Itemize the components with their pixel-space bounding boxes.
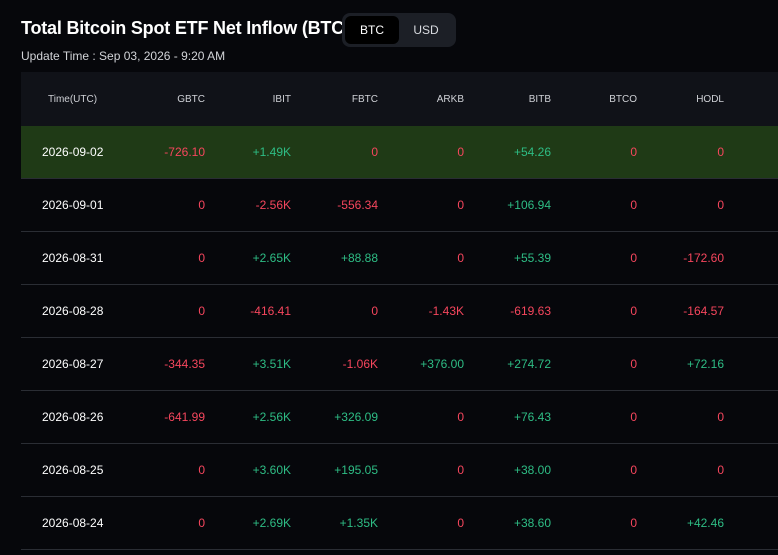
date-cell: 2026-08-24: [42, 516, 104, 530]
flow-cell-gbtc: 0: [198, 463, 205, 477]
flow-cell-gbtc: 0: [198, 198, 205, 212]
flow-cell-bitb: -619.63: [510, 304, 551, 318]
flow-cell-btco: 0: [630, 304, 637, 318]
flow-cell-hodl: 0: [717, 198, 724, 212]
table-row[interactable]: 2026-08-25 0 +3.60K +195.05 0 +38.00 0 0: [21, 444, 778, 497]
column-header-time-utc[interactable]: Time(UTC): [48, 93, 98, 105]
flow-cell-gbtc: 0: [198, 251, 205, 265]
flow-cell-ibit: +1.49K: [252, 145, 291, 159]
table-row[interactable]: 2026-08-31 0 +2.65K +88.88 0 +55.39 0 -172.60: [21, 232, 778, 285]
flow-cell-bitb: +55.39: [513, 251, 551, 265]
column-header-arkb[interactable]: ARKB: [436, 93, 464, 105]
flow-cell-gbtc: -641.99: [164, 410, 205, 424]
flow-cell-gbtc: -726.10: [164, 145, 205, 159]
flow-cell-btco: 0: [630, 145, 637, 159]
flow-cell-gbtc: -344.35: [164, 357, 205, 371]
toggle-usd[interactable]: USD: [413, 23, 439, 37]
flow-cell-arkb: -1.43K: [428, 304, 464, 318]
flow-cell-ibit: +2.56K: [252, 410, 291, 424]
flow-cell-btco: 0: [630, 463, 637, 477]
date-cell: 2026-08-26: [42, 410, 104, 424]
column-header-hodl[interactable]: HODL: [696, 93, 724, 105]
flow-cell-arkb: 0: [457, 251, 464, 265]
flow-cell-hodl: -164.57: [683, 304, 724, 318]
flow-cell-gbtc: 0: [198, 516, 205, 530]
column-header-fbtc[interactable]: FBTC: [351, 93, 378, 105]
column-header-gbtc[interactable]: GBTC: [177, 93, 205, 105]
column-header-btco[interactable]: BTCO: [609, 93, 637, 105]
flow-cell-bitb: +274.72: [507, 357, 551, 371]
flow-cell-arkb: 0: [457, 516, 464, 530]
flow-cell-ibit: +3.60K: [252, 463, 291, 477]
flow-cell-btco: 0: [630, 410, 637, 424]
table-row[interactable]: 2026-09-01 0 -2.56K -556.34 0 +106.94 0 0: [21, 179, 778, 232]
flow-cell-hodl: 0: [717, 145, 724, 159]
flow-cell-ibit: -2.56K: [255, 198, 291, 212]
date-cell: 2026-08-25: [42, 463, 104, 477]
flow-cell-btco: 0: [630, 516, 637, 530]
table-row[interactable]: 2026-09-02 -726.10 +1.49K 0 0 +54.26 0 0: [21, 126, 778, 179]
currency-toggle: BTC USD: [342, 13, 456, 47]
flow-cell-hodl: +72.16: [686, 357, 724, 371]
flow-cell-hodl: 0: [717, 410, 724, 424]
flow-cell-ibit: +2.69K: [252, 516, 291, 530]
date-cell: 2026-08-27: [42, 357, 104, 371]
flow-cell-fbtc: +1.35K: [339, 516, 378, 530]
flow-cell-bitb: +38.60: [513, 516, 551, 530]
toggle-btc[interactable]: BTC: [345, 16, 399, 44]
flow-cell-arkb: 0: [457, 463, 464, 477]
flow-cell-btco: 0: [630, 357, 637, 371]
flow-cell-bitb: +106.94: [507, 198, 551, 212]
flow-cell-hodl: -172.60: [683, 251, 724, 265]
table-row[interactable]: 2026-08-24 0 +2.69K +1.35K 0 +38.60 0 +42.46: [21, 497, 778, 550]
flow-cell-ibit: +3.51K: [252, 357, 291, 371]
etf-flow-table: Time(UTC) GBTC IBIT FBTC ARKB BITB BTCO HODL 20…: [21, 72, 778, 550]
flow-cell-ibit: +2.65K: [252, 251, 291, 265]
table-header-row: Time(UTC) GBTC IBIT FBTC ARKB BITB BTCO HODL: [21, 72, 778, 126]
flow-cell-btco: 0: [630, 251, 637, 265]
flow-cell-fbtc: +88.88: [340, 251, 378, 265]
flow-cell-btco: 0: [630, 198, 637, 212]
page-title: Total Bitcoin Spot ETF Net Inflow (BTC): [21, 18, 350, 38]
flow-cell-arkb: 0: [457, 198, 464, 212]
flow-cell-fbtc: -1.06K: [342, 357, 378, 371]
column-header-bitb[interactable]: BITB: [528, 93, 551, 105]
date-cell: 2026-08-28: [42, 304, 104, 318]
flow-cell-fbtc: 0: [371, 145, 378, 159]
flow-cell-bitb: +38.00: [513, 463, 551, 477]
date-cell: 2026-09-02: [42, 145, 104, 159]
flow-cell-fbtc: 0: [371, 304, 378, 318]
table-row[interactable]: 2026-08-28 0 -416.41 0 -1.43K -619.63 0 -164.57: [21, 285, 778, 338]
flow-cell-fbtc: -556.34: [337, 198, 378, 212]
column-header-ibit[interactable]: IBIT: [272, 93, 291, 105]
flow-cell-ibit: -416.41: [250, 304, 291, 318]
flow-cell-bitb: +54.26: [513, 145, 551, 159]
flow-cell-fbtc: +195.05: [334, 463, 378, 477]
date-cell: 2026-08-31: [42, 251, 104, 265]
flow-cell-fbtc: +326.09: [334, 410, 378, 424]
flow-cell-arkb: 0: [457, 410, 464, 424]
flow-cell-bitb: +76.43: [513, 410, 551, 424]
update-time: Update Time : Sep 03, 2026 - 9:20 AM: [21, 49, 226, 63]
flow-cell-hodl: +42.46: [686, 516, 724, 530]
table-row[interactable]: 2026-08-26 -641.99 +2.56K +326.09 0 +76.43 0 0: [21, 391, 778, 444]
flow-cell-hodl: 0: [717, 463, 724, 477]
flow-cell-gbtc: 0: [198, 304, 205, 318]
flow-cell-arkb: +376.00: [420, 357, 464, 371]
table-row[interactable]: 2026-08-27 -344.35 +3.51K -1.06K +376.00 +274…: [21, 338, 778, 391]
flow-cell-arkb: 0: [457, 145, 464, 159]
date-cell: 2026-09-01: [42, 198, 104, 212]
